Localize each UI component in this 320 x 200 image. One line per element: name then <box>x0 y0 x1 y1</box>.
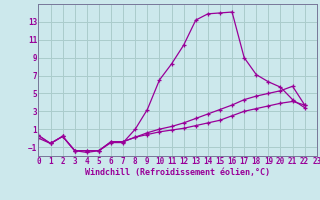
X-axis label: Windchill (Refroidissement éolien,°C): Windchill (Refroidissement éolien,°C) <box>85 168 270 177</box>
